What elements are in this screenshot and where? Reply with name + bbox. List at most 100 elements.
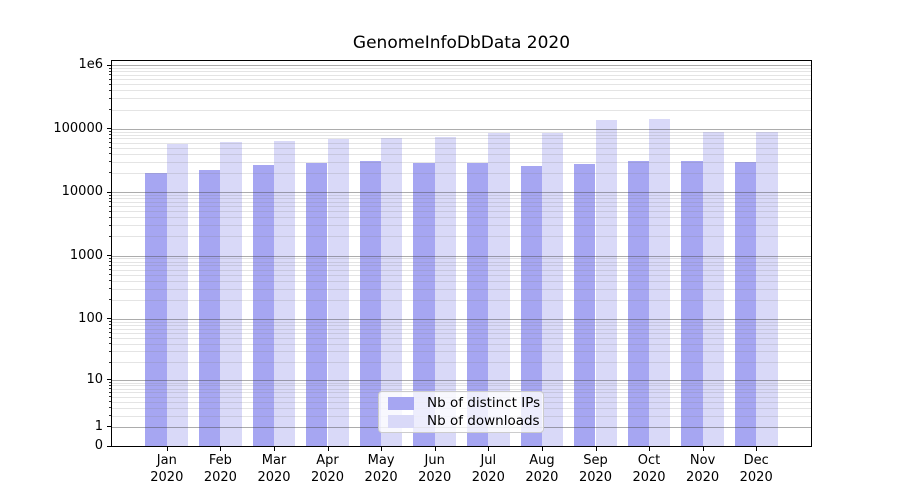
x-tick-mark	[702, 447, 704, 451]
y-minor-tick-mark	[109, 70, 111, 72]
legend-item-distinct-ips: Nb of distinct IPs	[388, 396, 540, 410]
legend-label-distinct-ips: Nb of distinct IPs	[427, 395, 541, 411]
x-tick-label: May 2020	[364, 453, 398, 485]
x-tick-label: Apr 2020	[310, 453, 345, 485]
y-minor-tick-mark	[109, 361, 111, 363]
bar-distinct-ips-may	[359, 160, 382, 446]
y-minor-tick-mark	[109, 83, 111, 85]
y-minor-tick-mark	[109, 350, 111, 352]
x-tick-mark	[434, 447, 436, 451]
y-minor-tick-mark	[109, 391, 111, 393]
bar-downloads-aug	[541, 132, 564, 446]
y-tick-label: 0	[94, 438, 103, 453]
y-minor-tick-mark	[109, 384, 111, 386]
x-tick-label: Dec 2020	[739, 453, 773, 485]
x-tick-mark	[166, 447, 168, 451]
x-tick-mark	[488, 447, 490, 451]
y-minor-tick-mark	[109, 201, 111, 203]
bar-distinct-ips-sep	[574, 164, 596, 446]
y-tick-label: 10000	[61, 184, 103, 200]
y-minor-tick-mark	[109, 407, 111, 409]
y-minor-tick-mark	[109, 137, 111, 139]
y-minor-tick-mark	[109, 343, 111, 345]
y-minor-tick-mark	[109, 153, 111, 155]
bar-distinct-ips-mar	[252, 165, 274, 446]
bar-distinct-ips-dec	[734, 162, 757, 446]
y-minor-tick-mark	[109, 172, 111, 174]
y-minor-tick-mark	[109, 109, 111, 110]
y-minor-tick-mark	[109, 257, 111, 259]
y-minor-tick-mark	[109, 78, 111, 80]
y-minor-tick-mark	[109, 288, 111, 290]
y-minor-tick-mark	[109, 89, 111, 91]
x-tick-mark	[220, 447, 222, 451]
y-minor-tick-mark	[109, 328, 111, 329]
bar-downloads-feb	[220, 142, 242, 446]
bar-downloads-jan	[166, 143, 189, 446]
y-tick-mark	[107, 255, 111, 256]
x-tick-label: Feb 2020	[203, 453, 237, 485]
y-tick-label: 100000	[53, 120, 103, 136]
x-tick-label: Nov 2020	[686, 453, 720, 485]
y-tick-mark	[107, 64, 111, 66]
bar-distinct-ips-apr	[306, 163, 328, 446]
chart-title: GenomeInfoDbData 2020	[352, 33, 571, 53]
y-minor-tick-mark	[109, 415, 111, 417]
bar-downloads-may	[381, 137, 403, 446]
bar-distinct-ips-jun	[413, 163, 435, 446]
bar-distinct-ips-jul	[466, 163, 489, 446]
y-minor-tick-mark	[109, 131, 111, 132]
bar-downloads-nov	[702, 131, 724, 446]
y-minor-tick-mark	[109, 299, 111, 301]
x-tick-label: Sep 2020	[578, 453, 613, 485]
x-tick-label: Jan 2020	[150, 453, 184, 485]
y-tick-label: 1	[94, 418, 103, 434]
y-minor-tick-mark	[109, 274, 111, 276]
y-minor-tick-mark	[109, 216, 111, 218]
bar-downloads-jun	[434, 136, 457, 446]
y-minor-tick-mark	[109, 261, 111, 263]
y-minor-tick-mark	[109, 235, 111, 237]
bar-distinct-ips-aug	[520, 165, 542, 446]
y-minor-tick-mark	[109, 134, 111, 136]
y-minor-tick-mark	[109, 142, 111, 144]
y-minor-tick-mark	[109, 194, 111, 196]
y-tick-mark	[107, 426, 111, 428]
y-minor-tick-mark	[109, 321, 111, 323]
x-tick-label: Jul 2020	[471, 453, 505, 485]
y-tick-mark	[107, 191, 111, 193]
y-minor-tick-mark	[109, 280, 111, 282]
y-minor-tick-mark	[109, 67, 111, 69]
bar-downloads-mar	[274, 141, 296, 446]
y-minor-tick-mark	[109, 210, 111, 212]
y-minor-tick-mark	[109, 324, 111, 326]
y-minor-tick-mark	[109, 161, 111, 163]
y-minor-tick-mark	[109, 205, 111, 207]
y-tick-mark	[107, 128, 111, 130]
y-minor-tick-mark	[109, 224, 111, 226]
x-tick-mark	[756, 447, 758, 451]
y-minor-tick-mark	[109, 74, 111, 76]
legend-item-downloads: Nb of downloads	[388, 414, 540, 428]
x-tick-label: Mar 2020	[257, 453, 291, 485]
x-tick-mark	[649, 447, 650, 451]
bar-distinct-ips-nov	[681, 160, 703, 446]
y-minor-tick-mark	[109, 269, 111, 271]
legend-swatch-distinct-ips	[388, 396, 414, 410]
bar-downloads-dec	[756, 132, 778, 446]
bar-downloads-jul	[488, 132, 510, 446]
legend-swatch-downloads	[388, 414, 414, 428]
bar-downloads-oct	[649, 118, 671, 446]
y-minor-tick-mark	[109, 264, 111, 266]
y-tick-mark	[107, 318, 111, 320]
legend-label-downloads: Nb of downloads	[427, 413, 540, 429]
plot-area: Nb of distinct IPs Nb of downloads	[111, 60, 812, 447]
bars-layer	[112, 61, 811, 446]
y-tick-mark	[107, 445, 111, 447]
bar-distinct-ips-oct	[627, 160, 649, 446]
bar-distinct-ips-feb	[199, 169, 221, 446]
y-tick-label: 100	[78, 310, 103, 326]
y-minor-tick-mark	[109, 332, 111, 334]
y-tick-label: 1e6	[78, 57, 103, 73]
